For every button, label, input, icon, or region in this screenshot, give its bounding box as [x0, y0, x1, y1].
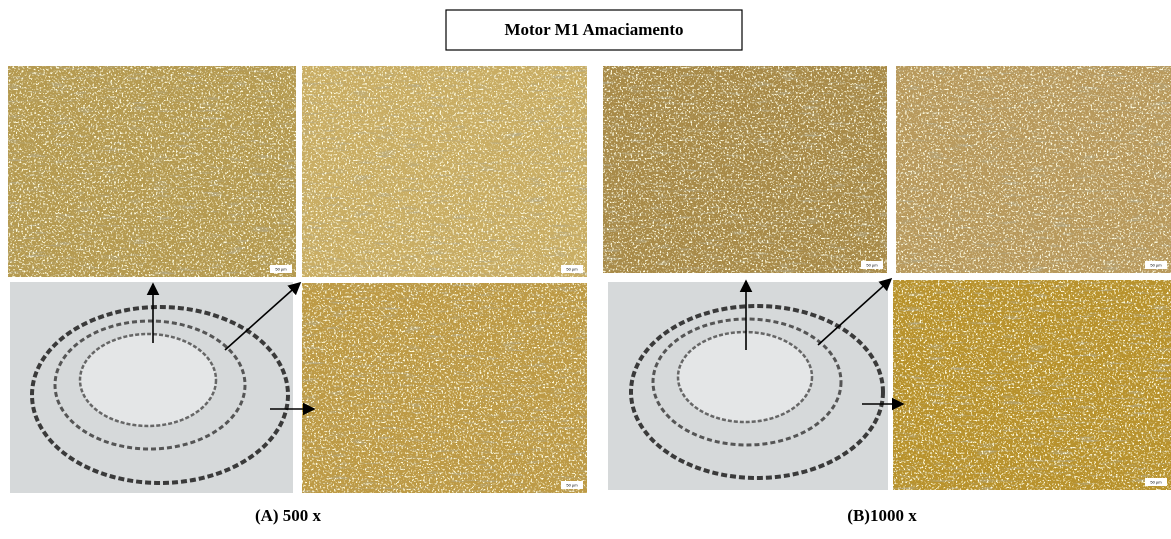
caption: (B)1000 x — [847, 506, 917, 525]
scale-bar-label: 50 µm — [275, 267, 287, 272]
micrograph-texture — [8, 66, 296, 277]
title: Motor M1 Amaciamento — [504, 20, 683, 39]
scale-bar-label: 50 µm — [566, 483, 578, 488]
scale-bar-label: 50 µm — [1150, 480, 1162, 485]
micrograph-texture — [302, 283, 587, 493]
micrograph-texture — [893, 280, 1171, 490]
scale-bar-label: 50 µm — [1150, 263, 1162, 268]
disc-photo — [10, 282, 293, 493]
caption: (A) 500 x — [255, 506, 322, 525]
micrograph-texture — [896, 66, 1171, 273]
scale-bar-label: 50 µm — [866, 263, 878, 268]
micrograph-texture — [302, 66, 587, 277]
disc-photo — [608, 282, 888, 490]
scale-bar-label: 50 µm — [566, 267, 578, 272]
micrograph-texture — [603, 66, 887, 273]
figure: Motor M1 Amaciamento 50 µm 50 µm 50 µm 50 µ… — [0, 0, 1171, 539]
